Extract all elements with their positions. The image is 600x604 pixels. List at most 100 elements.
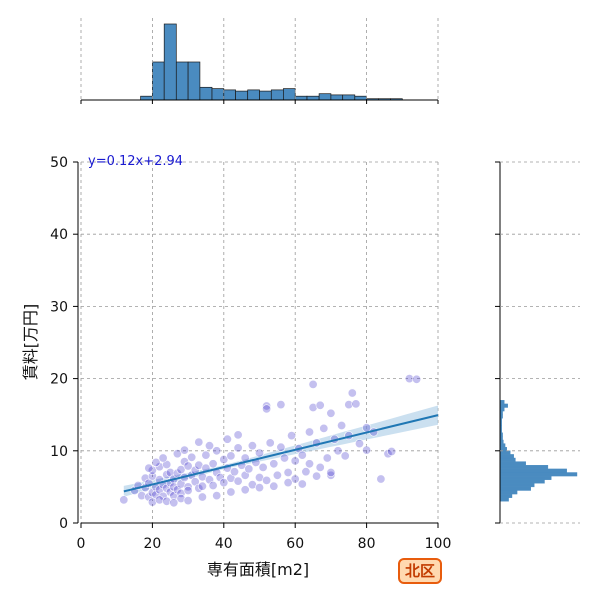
data-point	[158, 491, 168, 501]
data-point	[269, 459, 279, 469]
data-point	[219, 454, 229, 464]
top-hist-bar	[270, 89, 284, 101]
top-hist-bar	[175, 61, 189, 101]
x-tick-label: 80	[358, 536, 376, 552]
top-marginal-histogram	[80, 23, 439, 104]
data-point	[315, 400, 325, 410]
data-point	[169, 498, 179, 508]
data-point	[205, 475, 215, 485]
data-point	[162, 483, 172, 493]
right-hist-bar	[499, 479, 545, 484]
data-point	[344, 400, 354, 410]
data-point	[337, 420, 347, 430]
top-hist-bar	[140, 95, 153, 101]
data-point	[297, 450, 307, 460]
right-hist-bar	[499, 475, 552, 480]
right-hist-bar	[499, 490, 518, 495]
data-point	[201, 450, 211, 460]
top-hist-bar	[199, 86, 213, 101]
regression-equation: y=0.12x+2.94	[88, 154, 183, 169]
data-point	[176, 465, 186, 475]
district-badge: 北区	[398, 558, 442, 584]
data-point	[287, 431, 297, 441]
data-point	[208, 480, 218, 490]
data-point	[272, 470, 282, 480]
data-point	[304, 427, 314, 437]
data-point	[340, 451, 350, 461]
data-point	[172, 449, 182, 459]
regression-line	[123, 414, 439, 493]
data-point	[208, 459, 218, 469]
data-point	[183, 485, 193, 495]
data-point	[244, 464, 254, 474]
data-point	[212, 446, 222, 456]
top-hist-bar	[354, 95, 367, 101]
data-point	[233, 443, 243, 453]
data-point	[222, 434, 232, 444]
right-hist-bar	[499, 439, 504, 444]
x-axis-label: 専有面積[m2]	[207, 560, 309, 579]
data-point	[319, 423, 329, 433]
right-hist-bar	[499, 457, 516, 462]
regression-layer	[123, 414, 439, 493]
data-point	[269, 481, 279, 491]
data-point	[183, 482, 193, 492]
data-point	[255, 483, 265, 493]
data-point	[290, 474, 300, 484]
data-point	[362, 445, 372, 455]
y-tick-label: 40	[50, 227, 68, 243]
scatter-points	[119, 374, 422, 508]
data-point	[262, 404, 272, 414]
data-point	[404, 374, 414, 384]
data-point	[230, 467, 240, 477]
data-point	[155, 495, 165, 505]
top-hist-bar	[306, 95, 320, 101]
data-point	[347, 388, 357, 398]
top-hist-bar	[330, 94, 344, 101]
right-hist-bar	[499, 400, 505, 405]
data-point	[176, 493, 186, 503]
data-point	[162, 496, 172, 506]
data-point	[172, 485, 182, 495]
data-point	[258, 462, 268, 472]
data-point	[279, 453, 289, 463]
x-tick-label: 40	[215, 536, 233, 552]
top-hist-bar	[342, 94, 356, 101]
data-point	[144, 463, 154, 473]
data-point	[183, 496, 193, 506]
data-point	[240, 485, 250, 495]
grid-lines	[80, 18, 580, 524]
data-point	[215, 472, 225, 482]
data-point	[119, 495, 129, 505]
right-hist-bar	[499, 483, 535, 488]
x-tick-label: 0	[77, 536, 86, 552]
top-hist-bar	[211, 88, 225, 101]
data-point	[233, 430, 243, 440]
right-hist-bar	[499, 486, 531, 491]
data-point	[187, 452, 197, 462]
data-point	[326, 470, 336, 480]
data-point	[165, 487, 175, 497]
data-point	[304, 459, 314, 469]
right-hist-bar	[499, 493, 513, 498]
data-point	[265, 438, 275, 448]
data-point	[176, 488, 186, 498]
data-point	[308, 379, 318, 389]
data-point	[276, 400, 286, 410]
data-point	[226, 487, 236, 497]
y-tick-label: 30	[50, 299, 68, 315]
data-point	[180, 445, 190, 455]
data-point	[197, 481, 207, 491]
top-hist-bar	[283, 88, 296, 101]
data-point	[137, 491, 147, 501]
data-point	[255, 472, 265, 482]
top-hist-bar	[259, 90, 272, 101]
data-point	[151, 457, 161, 467]
right-hist-bar	[499, 468, 567, 473]
data-point	[351, 399, 361, 409]
data-point	[283, 478, 293, 488]
data-point	[290, 456, 300, 466]
right-hist-bar	[499, 443, 506, 448]
right-hist-bar	[499, 497, 509, 502]
top-hist-bar	[187, 61, 201, 101]
